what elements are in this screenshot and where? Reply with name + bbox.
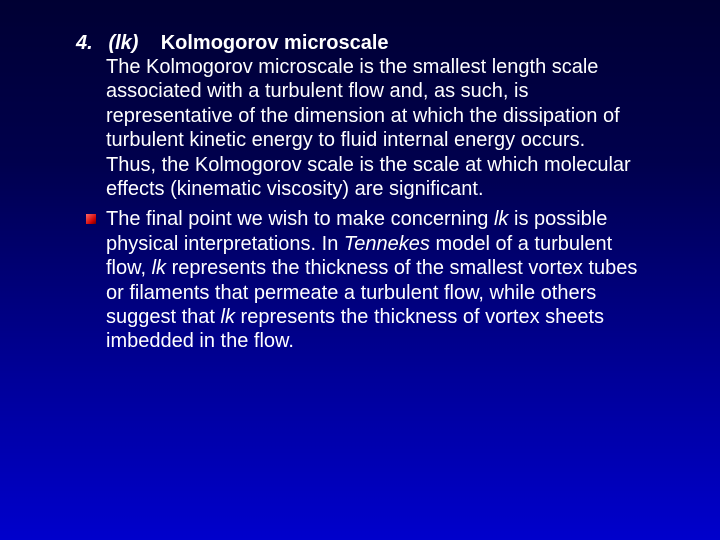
paragraph-1: The Kolmogorov microscale is the smalles… [106, 55, 640, 201]
heading-row: 4. (lk) Kolmogorov microscale [76, 32, 680, 55]
bullet-text-1: The final point we wish to make concerni… [106, 207, 640, 353]
slide: 4. (lk) Kolmogorov microscale The Kolmog… [0, 0, 720, 540]
square-bullet-icon [86, 214, 96, 224]
item-number: 4. [76, 32, 104, 55]
lk-italic-3: lk [221, 306, 235, 328]
item-title: Kolmogorov microscale [161, 32, 389, 54]
bullet-item-1: The final point we wish to make concerni… [86, 207, 640, 353]
lk-italic-1: lk [494, 208, 508, 230]
tennekes-italic: Tennekes [344, 233, 430, 255]
lk-italic-2: lk [152, 257, 166, 279]
bullet1-pre: The final point we wish to make concerni… [106, 208, 494, 230]
item-symbol: (lk) [108, 32, 138, 54]
